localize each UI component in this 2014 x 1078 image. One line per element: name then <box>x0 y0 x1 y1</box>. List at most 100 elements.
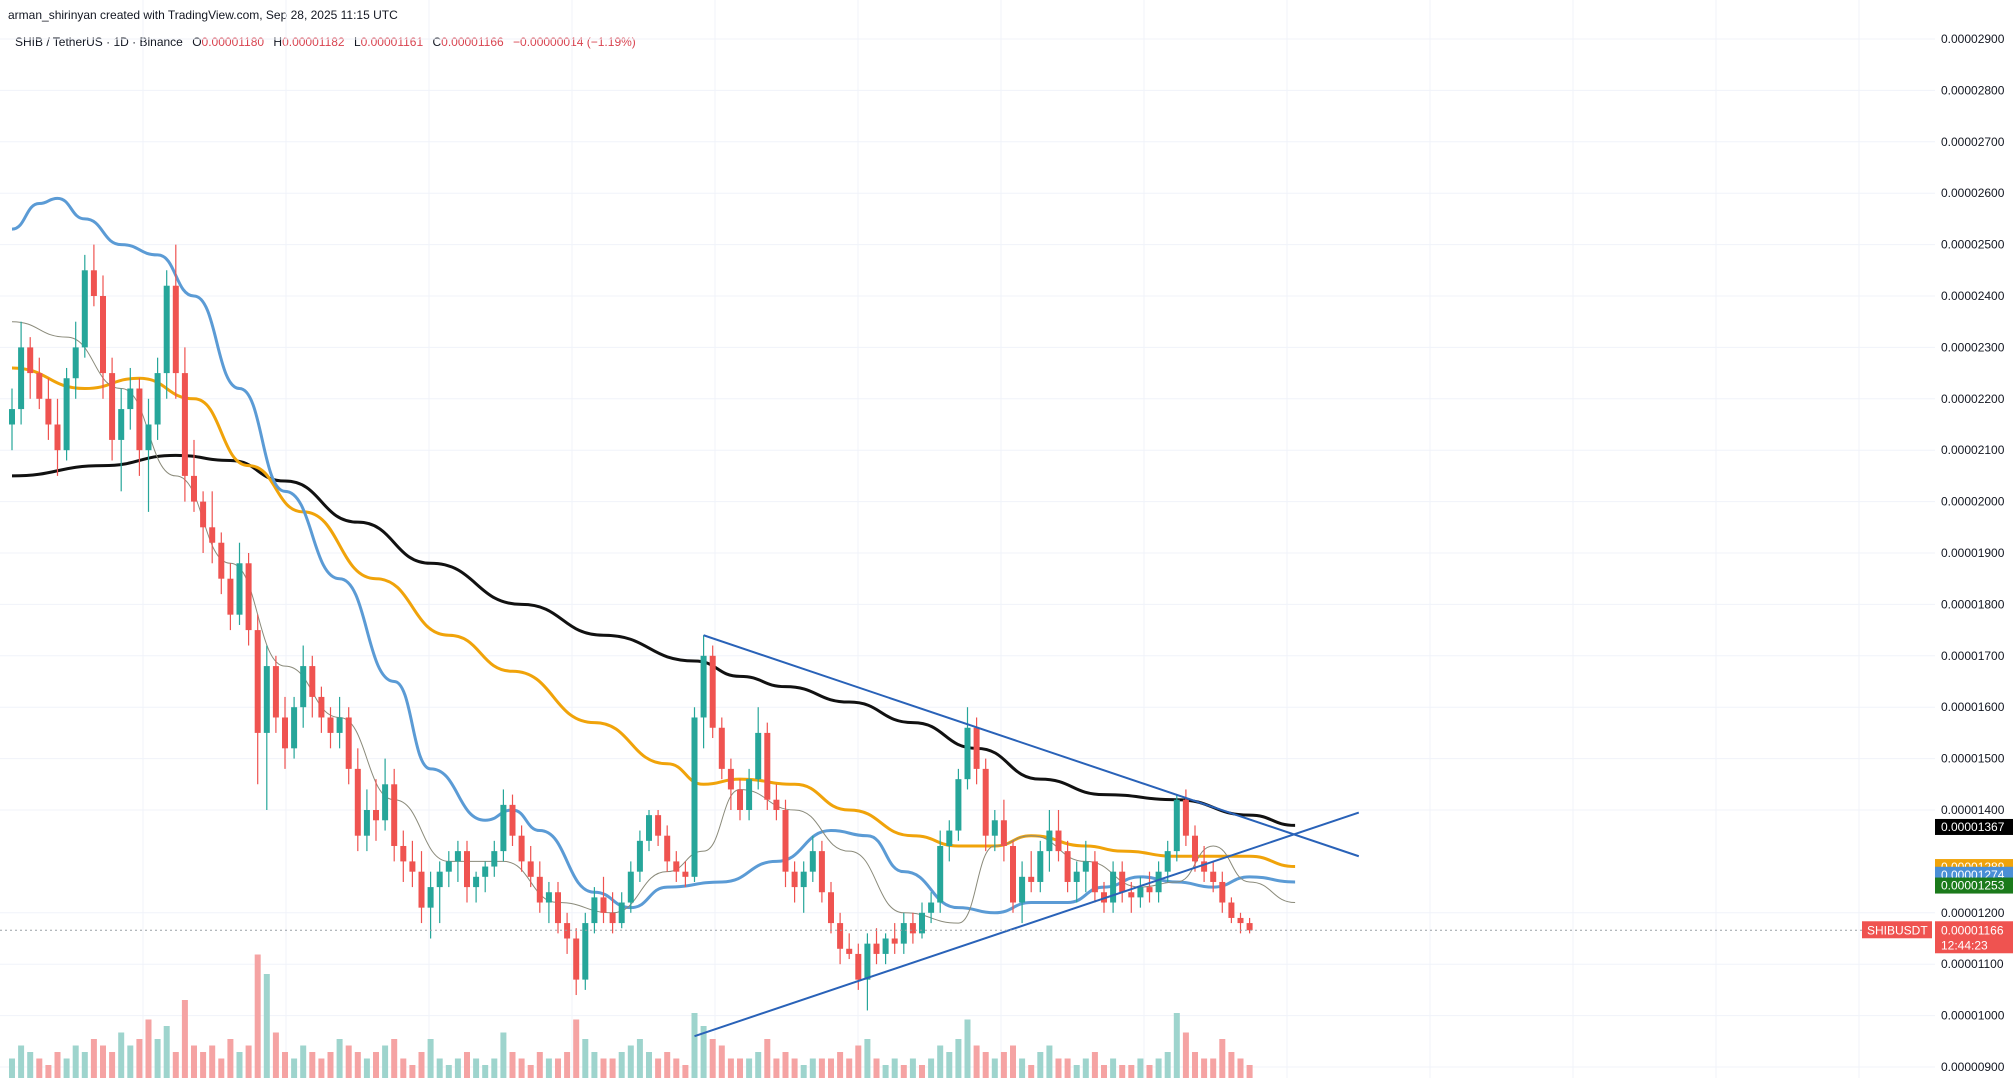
candle-body <box>427 887 434 908</box>
volume-bar <box>828 1058 834 1078</box>
volume-bar <box>600 1058 607 1078</box>
volume-bar <box>1182 1032 1189 1078</box>
candle-body <box>828 892 834 924</box>
candle-body <box>382 784 389 821</box>
candle-body <box>1019 876 1026 903</box>
symbol-badge <box>1862 921 1932 939</box>
y-tick-label: 0.00002700 <box>1941 135 2005 149</box>
volume-bar <box>254 954 261 1078</box>
triangle-trendline <box>703 634 1360 858</box>
volume-bar <box>145 1019 152 1078</box>
volume-bar <box>373 1052 379 1078</box>
symbol-badge-text: SHIBUSDT <box>1867 923 1928 937</box>
volume-bar <box>300 1045 307 1078</box>
y-tick-label: 0.00002100 <box>1941 443 2005 457</box>
candle-body <box>1219 881 1226 903</box>
volume-bar <box>909 1058 916 1078</box>
moving-average-line <box>11 366 1296 869</box>
volume-bar <box>382 1045 389 1078</box>
volume-bar <box>691 1013 698 1078</box>
candle-body <box>1137 887 1144 898</box>
volume-bar <box>809 1058 816 1078</box>
volume-bar <box>627 1045 634 1078</box>
volume-bar <box>154 1039 161 1078</box>
candle-body <box>1064 851 1071 882</box>
volume-bar <box>591 1052 598 1078</box>
candle-body <box>500 804 507 852</box>
candle-body <box>573 938 580 980</box>
volume-bar <box>1246 1065 1253 1078</box>
volume-bar <box>900 1065 907 1078</box>
volume-bar <box>1119 1065 1126 1078</box>
volume-bar <box>1128 1065 1135 1078</box>
volume-bar <box>746 1058 753 1078</box>
volume-bar <box>27 1052 34 1078</box>
candle-body <box>109 373 116 440</box>
candle-body <box>191 475 197 502</box>
candle-body <box>291 707 298 749</box>
ma-value-text: 0.00001253 <box>1941 879 2005 893</box>
y-tick-label: 0.00000900 <box>1941 1060 2005 1074</box>
volume-bar <box>709 1039 716 1078</box>
candle-body <box>1192 835 1198 862</box>
candle-body <box>737 789 743 810</box>
candle-body <box>755 732 762 780</box>
candle-body <box>209 527 216 543</box>
candle-body <box>655 815 662 836</box>
volume-bar <box>1173 1013 1180 1078</box>
candle-body <box>591 897 598 924</box>
candle-body <box>646 815 652 841</box>
volume-bar <box>445 1065 452 1078</box>
volume-bar <box>172 1052 179 1078</box>
volume-bar <box>555 1058 561 1078</box>
candle-body <box>454 851 461 862</box>
volume-bar <box>109 1052 116 1078</box>
volume-bar <box>1010 1045 1016 1078</box>
y-tick-label: 0.00001500 <box>1941 752 2005 766</box>
candle-body <box>919 912 925 934</box>
candle-body <box>336 717 343 733</box>
candlesticks <box>9 244 1253 1011</box>
volume-bar <box>609 1058 616 1078</box>
volume-bar <box>1155 1058 1162 1078</box>
candle-body <box>181 373 188 476</box>
volume-bar <box>782 1052 789 1078</box>
y-tick-label: 0.00001700 <box>1941 649 2005 663</box>
candle-body <box>709 655 716 728</box>
y-tick-label: 0.00001100 <box>1941 957 2004 971</box>
volume-bar <box>1164 1052 1171 1078</box>
candle-body <box>582 923 589 980</box>
volume-bar <box>100 1045 106 1078</box>
volume-bar <box>973 1045 980 1078</box>
volume-bar <box>664 1052 671 1078</box>
candle-body <box>782 810 789 872</box>
candle-body <box>1182 799 1189 836</box>
volume-bar <box>454 1058 461 1078</box>
price-axis[interactable]: 0.00000900 0.00001000 0.00001100 0.00001200… <box>1941 32 2005 1074</box>
candle-body <box>627 871 634 903</box>
candle-body <box>418 871 425 908</box>
candle-body <box>45 398 52 425</box>
volume-bar <box>18 1045 25 1078</box>
ma-value-text: 0.00001367 <box>1941 820 2005 834</box>
candle-body <box>527 861 534 877</box>
candle-body <box>909 923 916 934</box>
y-tick-label: 0.00002000 <box>1941 495 2005 509</box>
trendlines[interactable] <box>0 634 1935 1038</box>
volume-bar <box>363 1058 370 1078</box>
candle-body <box>1155 871 1162 893</box>
volume-bars <box>9 954 1253 1078</box>
ma-value-badge <box>1935 818 2013 835</box>
candle-body <box>1000 820 1007 846</box>
volume-bar <box>200 1052 207 1078</box>
candle-body <box>491 851 498 867</box>
volume-bar <box>90 1039 97 1078</box>
volume-bar <box>655 1058 662 1078</box>
y-tick-label: 0.00001200 <box>1941 906 2005 920</box>
volume-bar <box>864 1039 871 1078</box>
candle-body <box>118 409 125 440</box>
candle-body <box>145 424 152 451</box>
volume-bar <box>964 1019 971 1078</box>
volume-bar <box>1091 1052 1098 1078</box>
